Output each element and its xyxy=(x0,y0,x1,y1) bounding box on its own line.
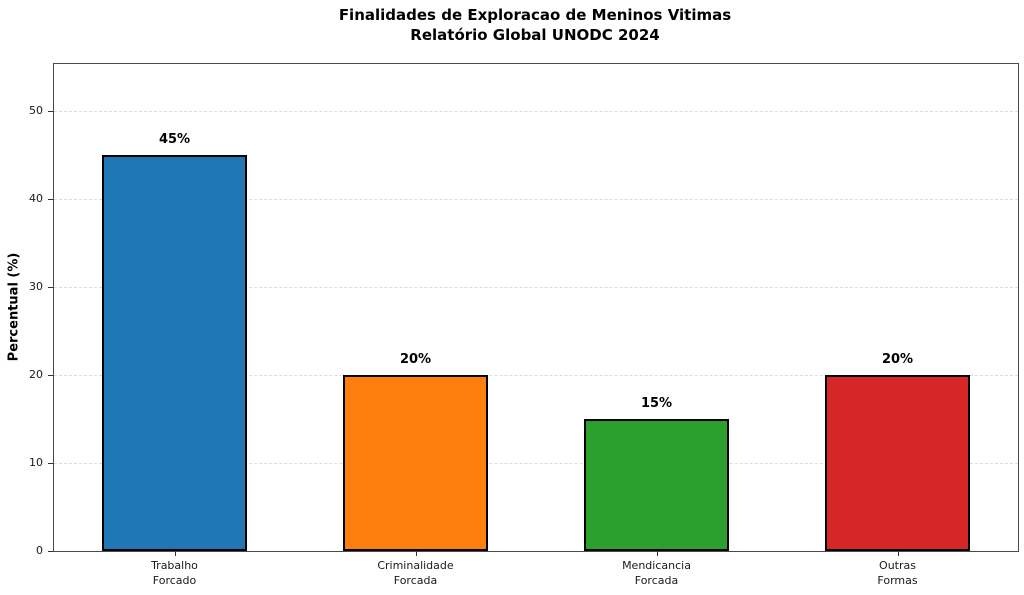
gridline xyxy=(54,286,1018,288)
x-axis-tick xyxy=(897,551,899,556)
y-tick-label: 40 xyxy=(29,191,43,205)
y-axis-tick xyxy=(48,110,53,112)
x-axis-tick xyxy=(656,551,658,556)
y-tick-label: 50 xyxy=(29,103,43,117)
bar xyxy=(584,418,729,551)
y-axis-tick xyxy=(48,551,53,552)
bar-value-label: 45% xyxy=(158,131,191,147)
x-tick-label: Outras Formas xyxy=(877,559,918,587)
x-tick-label: Criminalidade Forcada xyxy=(377,559,454,587)
y-tick-label: 30 xyxy=(29,279,43,293)
chart-title-line2: Relatório Global UNODC 2024 xyxy=(410,26,660,44)
y-axis-tick xyxy=(48,374,53,376)
x-tick-label: Trabalho Forcado xyxy=(151,559,198,587)
gridline xyxy=(54,198,1018,200)
y-tick-label: 20 xyxy=(29,367,43,381)
gridline xyxy=(54,374,1018,376)
bar xyxy=(825,374,970,551)
gridline xyxy=(54,462,1018,464)
bar xyxy=(343,374,488,551)
gridline xyxy=(54,110,1018,112)
y-axis-tick xyxy=(48,462,53,464)
y-tick-label: 10 xyxy=(29,455,43,469)
bar-value-label: 15% xyxy=(640,395,673,411)
x-tick-label: Mendicancia Forcada xyxy=(622,559,691,587)
bar-value-label: 20% xyxy=(399,351,432,367)
x-axis-tick xyxy=(174,551,176,556)
y-tick-label: 0 xyxy=(36,544,43,557)
chart-title: Finalidades de Exploracao de Meninos Vit… xyxy=(53,5,1017,45)
bar xyxy=(102,154,247,551)
plot-area: 0 10 20 30 40 50 45% Trabalho Forcado 20% Crimina… xyxy=(29,63,1019,587)
bar-value-label: 20% xyxy=(881,351,914,367)
chart-title-line1: Finalidades de Exploracao de Meninos Vit… xyxy=(338,6,732,24)
y-axis-tick xyxy=(48,198,53,200)
y-axis-tick xyxy=(48,286,53,288)
x-axis-tick xyxy=(415,551,417,556)
y-axis-label: Percentual (%) xyxy=(6,252,22,362)
